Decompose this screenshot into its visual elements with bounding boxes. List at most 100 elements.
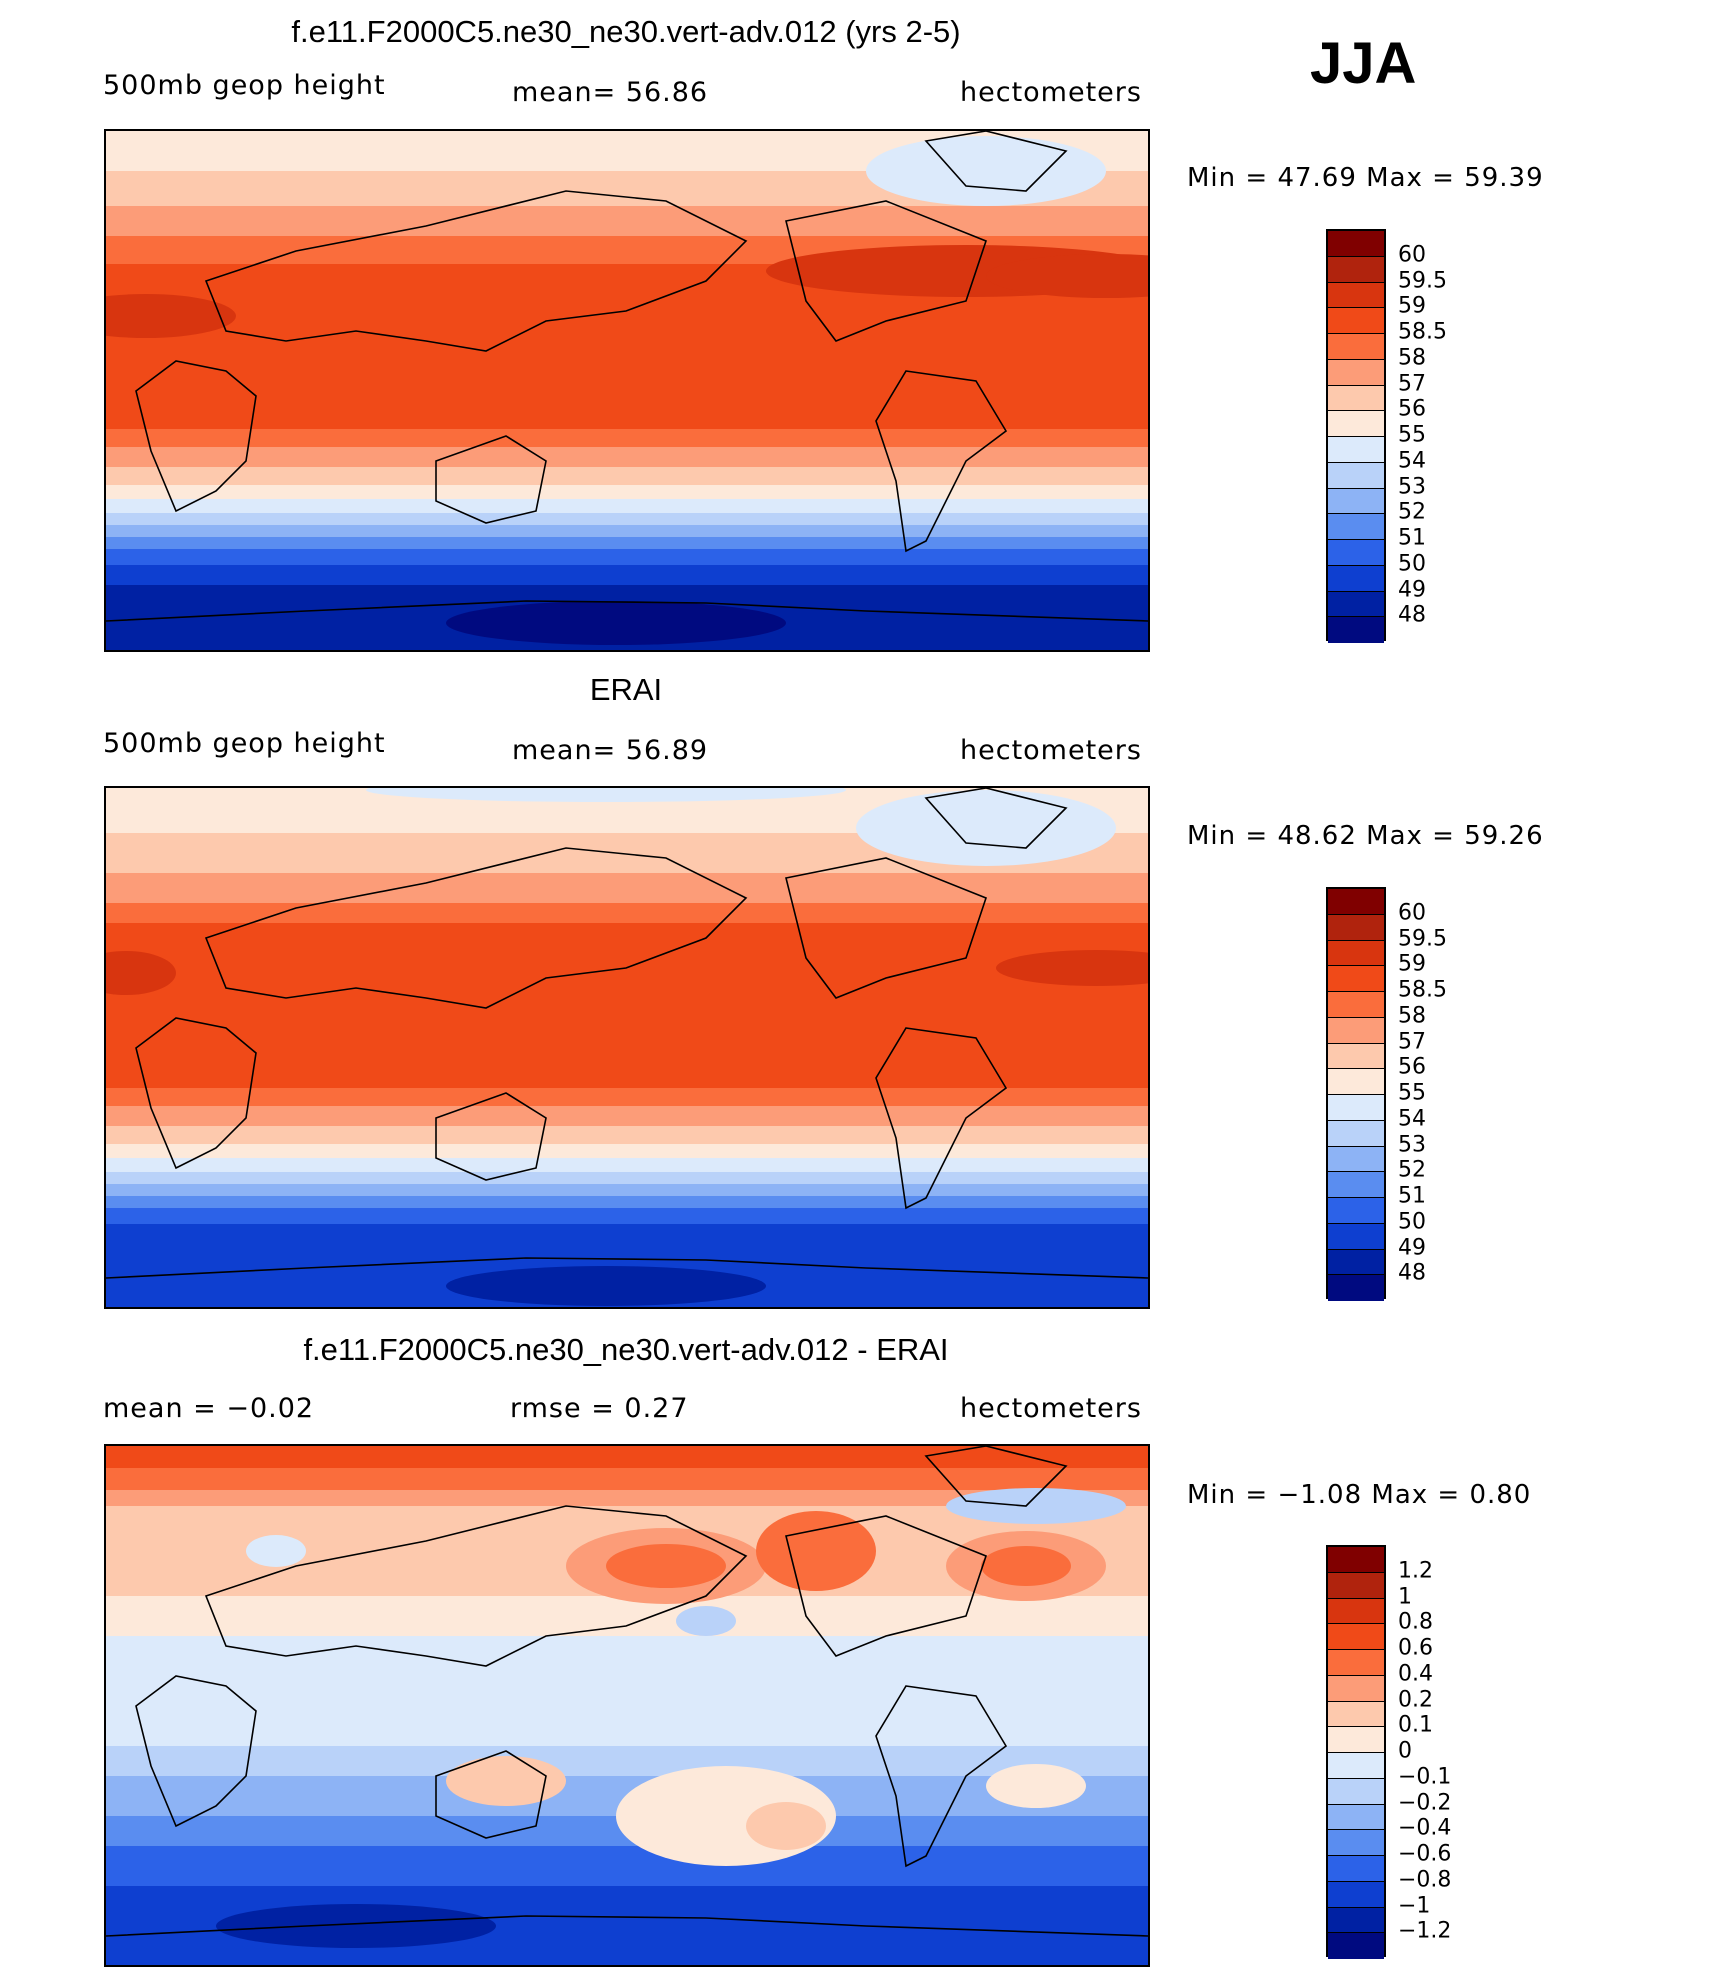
model-band (106, 467, 1148, 485)
colorbar-swatch (1328, 1907, 1384, 1934)
colorbar-level-label: −0.8 (1398, 1867, 1452, 1893)
colorbar-level-label: 50 (1398, 551, 1426, 577)
colorbar-level-label: 0.1 (1398, 1712, 1433, 1738)
panel-obs-title: ERAI (589, 672, 663, 707)
colorbar-swatch (1328, 1043, 1384, 1070)
colorbar-swatch (1328, 514, 1384, 540)
colorbar-level-label: 1 (1398, 1584, 1412, 1609)
model-band (106, 537, 1148, 549)
colorbar-swatch (1328, 334, 1384, 360)
obs-high-africa (106, 951, 176, 995)
colorbar-swatch (1328, 256, 1384, 283)
colorbar-swatch (1328, 1249, 1384, 1276)
colorbar-swatch (1328, 1778, 1384, 1805)
colorbar-level-label: −0.4 (1398, 1815, 1452, 1841)
colorbar-level-label: 58.5 (1398, 319, 1447, 345)
model-band (106, 549, 1148, 565)
obs-band (106, 1158, 1148, 1172)
model-high-atlantic (986, 254, 1148, 298)
model-band (106, 525, 1148, 537)
diff-blob-alaska (756, 1511, 876, 1591)
colorbar-level-label: 57 (1398, 371, 1426, 396)
colorbar-swatch (1328, 1933, 1384, 1959)
colorbar-swatch (1328, 1701, 1384, 1728)
colorbar-swatch (1328, 437, 1384, 463)
diff-blob-spac-core (746, 1802, 826, 1850)
colorbar-swatch (1328, 1146, 1384, 1173)
colorbar-level-label: 59 (1398, 951, 1426, 977)
colorbar-swatch (1328, 1598, 1384, 1625)
panel-obs-map (104, 786, 1150, 1309)
colorbar-level-label: 0.6 (1398, 1635, 1433, 1661)
panel-obs-variable-label: 500mb geop height (103, 728, 386, 759)
colorbar-level-label: 59.5 (1398, 926, 1447, 951)
colorbar-swatch (1328, 1572, 1384, 1599)
diff-blob-natl-core (981, 1546, 1071, 1586)
diff-blob-arctic-neg (946, 1488, 1126, 1524)
panel-model-map (104, 129, 1150, 652)
colorbar-level-label: 52 (1398, 1157, 1426, 1183)
colorbar-swatch (1328, 1069, 1384, 1095)
colorbar-swatch (1328, 540, 1384, 566)
colorbar-level-label: 56 (1398, 1054, 1426, 1080)
colorbar-swatch (1328, 914, 1384, 941)
colorbar-level-label: 0 (1398, 1738, 1412, 1764)
colorbar-level-label: 0.8 (1398, 1609, 1433, 1635)
colorbar-swatch (1328, 1547, 1384, 1573)
colorbar-swatch (1328, 282, 1384, 309)
obs-arctic-low (856, 790, 1116, 866)
panel-obs-mean-label: mean= 56.89 (512, 735, 709, 766)
colorbar-swatch (1328, 992, 1384, 1018)
obs-band (106, 1126, 1148, 1144)
colorbar-swatch (1328, 565, 1384, 592)
colorbar-swatch (1328, 1675, 1384, 1702)
obs-band (106, 1184, 1148, 1196)
model-coastlines (106, 131, 1148, 622)
panel-diff-minmax-label: Min = −1.08 Max = 0.80 (1187, 1480, 1532, 1510)
obs-band (106, 1088, 1148, 1106)
model-band (106, 374, 1148, 429)
model-band (106, 485, 1148, 499)
colorbar-level-label: 53 (1398, 1132, 1426, 1157)
colorbar-level-label: −0.1 (1398, 1764, 1452, 1790)
obs-band (106, 1172, 1148, 1184)
diff-band (106, 1468, 1148, 1490)
colorbar-swatch (1328, 385, 1384, 412)
colorbar-level-label: 56 (1398, 396, 1426, 422)
panel-obs-contour-svg (106, 788, 1148, 1307)
colorbar-swatch (1328, 1830, 1384, 1856)
colorbar-swatch (1328, 1095, 1384, 1121)
panel-diff-units-label: hectometers (960, 1393, 1142, 1424)
panel-diff-colorbar: 1.2 1 0.8 0.6 0.4 0.2 0.1 0 −0.1 −0.2 −0.4 −0.6 −0.8… (1326, 1545, 1451, 1959)
colorbar-level-label: 55 (1398, 1080, 1426, 1106)
panel-diff-title: f.e11.F2000C5.ne30_ne30.vert-adv.012 - E… (303, 1332, 949, 1367)
diff-blob-aus-pos (446, 1756, 566, 1806)
panel-model-colorbar: 60 59.5 59 58.5 58 57 56 55 54 53 52 51 50 49 48 (1326, 229, 1447, 643)
season-label: JJA (1310, 31, 1417, 96)
diff-blob-pac-neg (676, 1606, 736, 1636)
colorbar-level-label: 0.4 (1398, 1661, 1433, 1687)
colorbar-level-label: 51 (1398, 1183, 1426, 1209)
colorbar-swatch (1328, 1856, 1384, 1882)
panel-model-mean-label: mean= 56.86 (512, 77, 709, 108)
obs-band (106, 1144, 1148, 1158)
colorbar-swatch (1328, 966, 1384, 992)
obs-band (106, 923, 1148, 1088)
diff-blob-npac-core (606, 1544, 726, 1588)
panel-model-colorbar-swatches (1326, 229, 1386, 643)
panel-model-minmax-label: Min = 47.69 Max = 59.39 (1187, 163, 1544, 193)
colorbar-swatch (1328, 488, 1384, 515)
diff-coastlines (106, 1446, 1148, 1937)
panel-obs-units-label: hectometers (960, 735, 1142, 766)
colorbar-level-label: 54 (1398, 448, 1426, 474)
panel-obs-colorbar: 60 59.5 59 58.5 58 57 56 55 54 53 52 51 50 49 48 (1326, 887, 1447, 1301)
colorbar-level-label: 48 (1398, 602, 1426, 628)
colorbar-swatch (1328, 889, 1384, 915)
colorbar-level-label: 58 (1398, 1003, 1426, 1029)
colorbar-swatch (1328, 1650, 1384, 1676)
obs-band (106, 1106, 1148, 1126)
colorbar-level-label: 50 (1398, 1209, 1426, 1235)
colorbar-swatch (1328, 1624, 1384, 1650)
panel-diff-map (104, 1444, 1150, 1967)
colorbar-level-label: 59 (1398, 293, 1426, 319)
